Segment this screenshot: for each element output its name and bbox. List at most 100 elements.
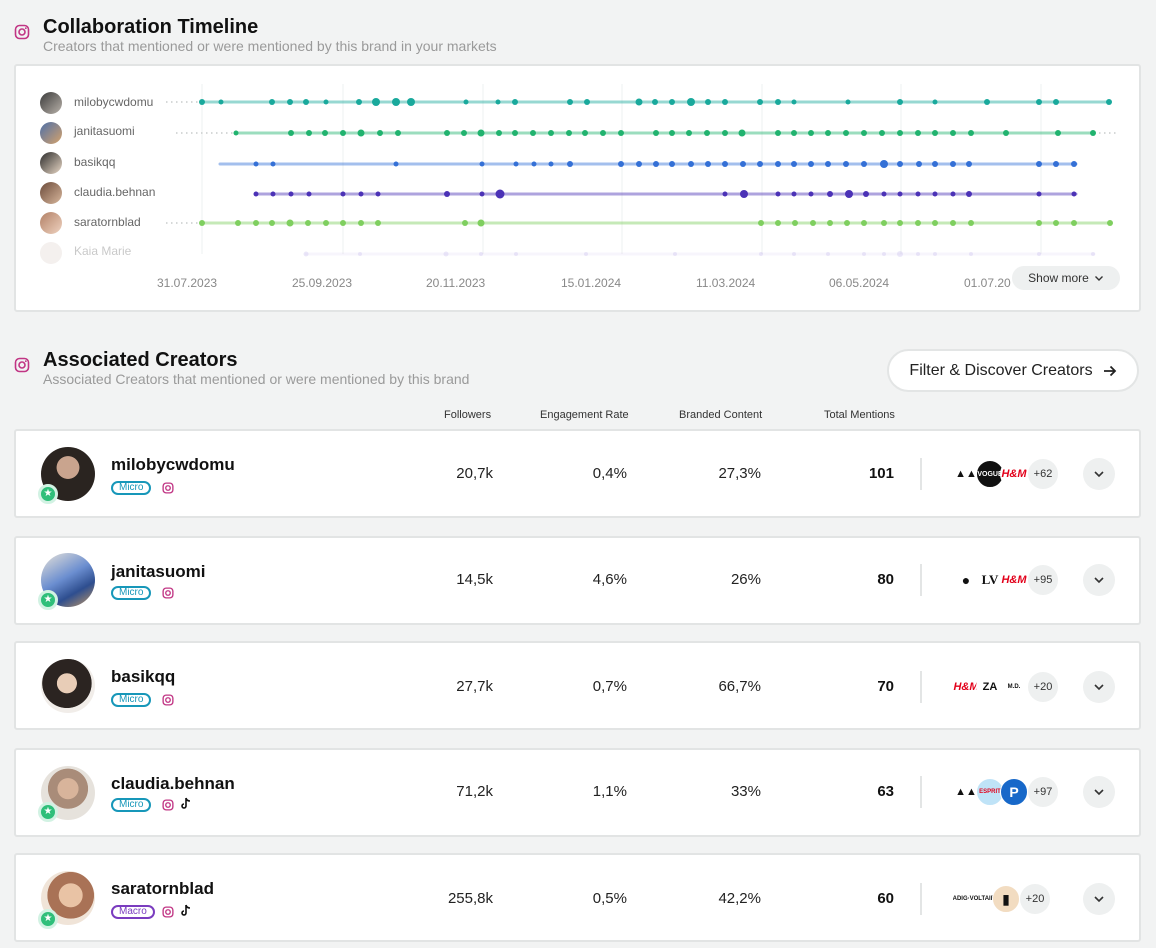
timeline-mention-dot xyxy=(758,220,764,226)
chevron-down-icon xyxy=(1094,789,1104,796)
timeline-mention-dot xyxy=(1036,161,1042,167)
timeline-mention-dot xyxy=(233,130,239,136)
timeline-mention-dot xyxy=(514,252,518,256)
creator-name[interactable]: saratornblad xyxy=(111,879,214,898)
brand-wordmark-logo-icon: ZADIG·VOLTAIRE xyxy=(952,885,996,913)
timeline-card: milobycwdomu janitasuomi basikqq claudia… xyxy=(14,64,1141,312)
filter-discover-button[interactable]: Filter & Discover Creators xyxy=(887,349,1139,392)
creator-name[interactable]: milobycwdomu xyxy=(111,455,235,474)
timeline-mention-dot xyxy=(1071,220,1077,226)
followers-value: 20,7k xyxy=(456,465,493,482)
timeline-mention-dot xyxy=(407,98,415,106)
timeline-mention-dot xyxy=(879,130,885,136)
timeline-mention-dot xyxy=(791,191,797,197)
adidas-logo-icon: ▲▲ xyxy=(952,460,980,488)
engagement-value: 4,6% xyxy=(592,571,627,588)
timeline-mention-dot xyxy=(393,161,399,167)
timeline-mention-dot xyxy=(687,98,695,106)
more-brands-count: +95 xyxy=(1028,565,1058,595)
creator-name[interactable]: claudia.behnan xyxy=(111,774,235,793)
timeline-mention-dot xyxy=(618,161,624,167)
tier-badge: Micro xyxy=(111,693,152,707)
more-brands-count: +62 xyxy=(1028,459,1058,489)
brand-logo-icon: ▮ xyxy=(992,885,1020,913)
timeline-mention-dot xyxy=(270,191,276,197)
divider xyxy=(920,458,922,490)
hm-logo-icon: H&M xyxy=(1000,566,1028,594)
timeline-mention-dot xyxy=(496,130,502,136)
timeline-mention-dot xyxy=(287,99,293,105)
timeline-mention-dot xyxy=(705,161,711,167)
timeline-mention-dot xyxy=(827,220,833,226)
creator-row[interactable]: ★ janitasuomi Micro 14,5k 4,6% 26% 80 ● … xyxy=(14,536,1141,625)
branded-content-value: 66,7% xyxy=(718,678,761,695)
timeline-mention-dot xyxy=(722,130,728,136)
timeline-mention-dot xyxy=(740,161,746,167)
creator-row[interactable]: ★ saratornblad Macro 255,8k 0,5% 42,2% 6… xyxy=(14,853,1141,942)
brand-p-logo-icon: P xyxy=(1000,778,1028,806)
timeline-mention-dot xyxy=(740,190,748,198)
expand-row-button[interactable] xyxy=(1083,458,1115,490)
expand-row-button[interactable] xyxy=(1083,671,1115,703)
branded-content-value: 33% xyxy=(730,783,761,800)
esprit-logo-icon: ESPRIT xyxy=(976,778,1004,806)
timeline-mention-dot xyxy=(916,252,920,256)
timeline-date-label: 01.07.20 xyxy=(964,276,1011,290)
timeline-mention-dot xyxy=(792,252,796,256)
tier-badge: Macro xyxy=(111,905,155,919)
avatar xyxy=(40,182,62,204)
timeline-mention-dot xyxy=(791,130,797,136)
avatar xyxy=(41,659,95,713)
timeline-mention-dot xyxy=(933,252,937,256)
creator-name[interactable]: basikqq xyxy=(111,667,176,686)
timeline-mention-dot xyxy=(1053,161,1059,167)
instagram-icon xyxy=(162,481,174,494)
timeline-mention-dot xyxy=(969,252,973,256)
branded-content-value: 26% xyxy=(730,571,761,588)
show-more-button[interactable]: Show more xyxy=(1012,266,1120,290)
timeline-mention-dot xyxy=(757,161,763,167)
instagram-icon xyxy=(14,357,30,373)
timeline-mention-dot xyxy=(932,99,938,105)
divider xyxy=(920,564,922,596)
expand-row-button[interactable] xyxy=(1083,776,1115,808)
timeline-mention-dot xyxy=(377,130,383,136)
timeline-mention-dot xyxy=(356,99,362,105)
star-badge-icon: ★ xyxy=(38,802,58,822)
timeline-mention-dot xyxy=(915,220,921,226)
creator-row[interactable]: basikqq Micro 27,7k 0,7% 66,7% 70 H&M ZA… xyxy=(14,641,1141,730)
timeline-mention-dot xyxy=(845,190,853,198)
timeline-date-label: 31.07.2023 xyxy=(157,276,218,290)
tiktok-icon xyxy=(180,797,192,809)
timeline-mention-dot xyxy=(669,161,675,167)
timeline-mention-dot xyxy=(688,161,694,167)
creator-name[interactable]: janitasuomi xyxy=(111,562,206,581)
followers-value: 71,2k xyxy=(456,783,493,800)
chevron-down-icon xyxy=(1094,577,1104,584)
engagement-value: 0,7% xyxy=(592,678,627,695)
timeline-mention-dot xyxy=(915,130,921,136)
timeline-mention-dot xyxy=(584,252,588,256)
timeline-mention-dot xyxy=(463,99,469,105)
more-brands-count: +97 xyxy=(1028,777,1058,807)
followers-value: 255,8k xyxy=(447,890,493,907)
timeline-mention-dot xyxy=(375,220,381,226)
timeline-mention-dot xyxy=(1071,191,1077,197)
timeline-mention-dot xyxy=(792,220,798,226)
expand-row-button[interactable] xyxy=(1083,883,1115,915)
creator-row[interactable]: ★ claudia.behnan Micro 71,2k 1,1% 33% 63… xyxy=(14,748,1141,837)
hm-logo-icon: H&M xyxy=(1000,460,1028,488)
tier-badge: Micro xyxy=(111,586,152,600)
timeline-mention-dot xyxy=(881,191,887,197)
timeline-date-label: 25.09.2023 xyxy=(292,276,353,290)
engagement-value: 0,5% xyxy=(592,890,627,907)
expand-row-button[interactable] xyxy=(1083,564,1115,596)
timeline-mention-dot xyxy=(968,130,974,136)
timeline-mention-dot xyxy=(288,130,294,136)
timeline-mention-dot xyxy=(584,99,590,105)
creator-row[interactable]: ★ milobycwdomu Micro 20,7k 0,4% 27,3% 10… xyxy=(14,429,1141,518)
timeline-mention-dot xyxy=(775,220,781,226)
associated-subtitle: Associated Creators that mentioned or we… xyxy=(43,371,470,387)
timeline-mention-dot xyxy=(1053,99,1059,105)
timeline-mention-dot xyxy=(358,220,364,226)
